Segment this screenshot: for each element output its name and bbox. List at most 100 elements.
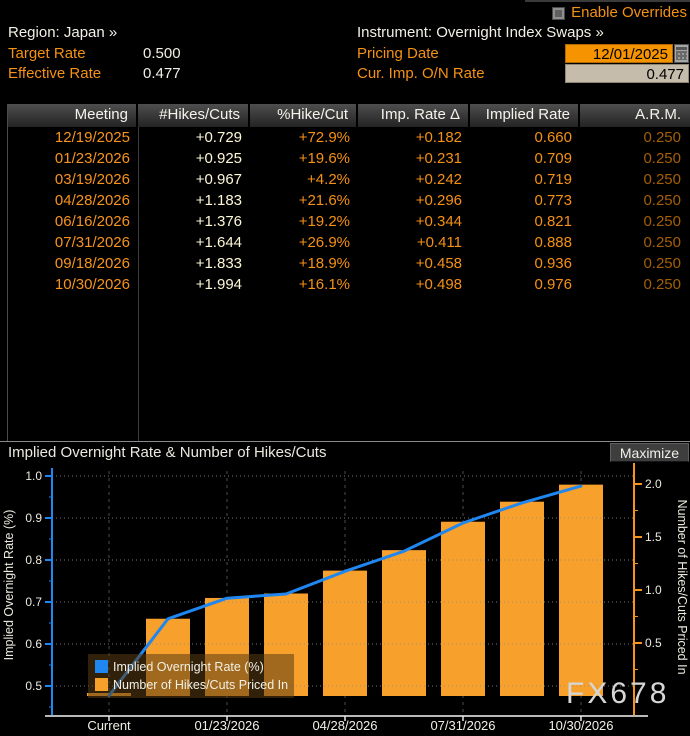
table-cell: 0.660 (534, 129, 572, 146)
table-cell: 07/31/2026 (54, 234, 130, 251)
legend-swatch-hikes (95, 678, 108, 691)
pricing-date-input[interactable]: 12/01/2025 (565, 44, 673, 63)
table-cell: 03/19/2026 (54, 171, 130, 188)
effective-rate-value: 0.477 (143, 65, 181, 82)
table-cell: +16.1% (298, 276, 350, 293)
table-cell: 0.250 (643, 150, 681, 167)
right-axis-title: Number of Hikes/Cuts Priced In (675, 499, 689, 674)
table-cell: 0.821 (534, 213, 572, 230)
table-cell: 0.250 (643, 192, 681, 209)
column-header[interactable]: A.R.M. (580, 104, 690, 127)
column-header[interactable]: Meeting (8, 104, 138, 127)
table-cell: +19.2% (298, 213, 350, 230)
x-axis-tick-label: 04/28/2026 (312, 718, 377, 733)
legend-label-implied-rate: Implied Overnight Rate (%) (113, 660, 264, 674)
column-header[interactable]: Imp. Rate Δ (358, 104, 470, 127)
column-header[interactable]: #Hikes/Cuts (138, 104, 250, 127)
instrument-value[interactable]: Overnight Index Swaps » (436, 24, 604, 41)
left-axis-tick-label: 0.7 (25, 595, 42, 609)
table-cell: +19.6% (298, 150, 350, 167)
table-cell: 06/16/2026 (54, 213, 130, 230)
table-cell: +1.644 (195, 234, 242, 251)
meetings-table: Meeting #Hikes/Cuts %Hike/Cut Imp. Rate Δ Im… (7, 104, 690, 441)
table-cell: +0.729 (195, 129, 242, 146)
table-cell: 0.250 (643, 213, 681, 230)
table-cell: 0.250 (643, 276, 681, 293)
table-cell: 0.719 (534, 171, 572, 188)
table-cell: 0.773 (534, 192, 572, 209)
effective-rate-label: Effective Rate (8, 65, 102, 82)
hikes-bar (441, 521, 485, 696)
enable-overrides-control: Enable Overrides (552, 4, 687, 22)
enable-overrides-checkbox[interactable] (552, 6, 566, 20)
table-cell: +0.231 (415, 150, 462, 167)
instrument-selector[interactable]: Instrument: Overnight Index Swaps » (357, 24, 604, 42)
region-value[interactable]: Japan » (63, 24, 118, 41)
right-axis-tick-label: 0.5 (645, 636, 662, 650)
right-axis-tick-label: 1.5 (645, 530, 662, 544)
instrument-label: Instrument: (357, 24, 433, 41)
x-axis-tick-label: Current (87, 718, 131, 733)
table-row[interactable]: 09/18/2026 +1.833 +18.9% +0.458 0.936 0.250 (8, 253, 690, 274)
x-axis-tick-label: 10/30/2026 (548, 718, 613, 733)
table-cell: +1.376 (195, 213, 242, 230)
table-cell: 12/19/2025 (54, 129, 130, 146)
table-cell: +0.458 (415, 255, 462, 272)
hikes-bar (382, 550, 426, 696)
column-separator (138, 127, 139, 441)
right-axis-tick-label: 1.0 (645, 583, 662, 597)
implied-rate-line (107, 484, 583, 698)
region-selector[interactable]: Region: Japan » (8, 24, 117, 42)
table-row[interactable]: 06/16/2026 +1.376 +19.2% +0.344 0.821 0.250 (8, 211, 690, 232)
table-cell: +0.967 (195, 171, 242, 188)
table-cell: +0.296 (415, 192, 462, 209)
chart-section: Implied Overnight Rate & Number of Hikes… (0, 441, 690, 736)
table-cell: 01/23/2026 (54, 150, 130, 167)
left-axis-tick-label: 1.0 (25, 469, 42, 483)
table-cell: +26.9% (298, 234, 350, 251)
column-header[interactable]: Implied Rate (470, 104, 580, 127)
table-cell: 10/30/2026 (54, 276, 130, 293)
table-row[interactable]: 04/28/2026 +1.183 +21.6% +0.296 0.773 0.250 (8, 190, 690, 211)
maximize-button[interactable]: Maximize (609, 443, 689, 462)
table-cell: 0.250 (643, 234, 681, 251)
region-label: Region: (8, 24, 60, 41)
legend-swatch-implied-rate (95, 660, 108, 673)
table-cell: +0.344 (415, 213, 462, 230)
table-cell: +0.242 (415, 171, 462, 188)
column-header[interactable]: %Hike/Cut (250, 104, 358, 127)
table-header-row: Meeting #Hikes/Cuts %Hike/Cut Imp. Rate Δ Im… (8, 104, 690, 127)
table-body: 12/19/2025 +0.729 +72.9% +0.182 0.660 0.250 01… (8, 127, 690, 295)
table-row[interactable]: 01/23/2026 +0.925 +19.6% +0.231 0.709 0.250 (8, 148, 690, 169)
table-row[interactable]: 10/30/2026 +1.994 +16.1% +0.498 0.976 0.250 (8, 274, 690, 295)
left-axis-title: Implied Overnight Rate (%) (2, 510, 16, 661)
table-cell: +4.2% (307, 171, 350, 188)
enable-overrides-label: Enable Overrides (571, 4, 687, 21)
x-axis-tick-label: 07/31/2026 (430, 718, 495, 733)
table-cell: 0.936 (534, 255, 572, 272)
checkbox-inner (555, 9, 563, 17)
table-cell: 0.250 (643, 129, 681, 146)
table-cell: +1.183 (195, 192, 242, 209)
table-cell: +18.9% (298, 255, 350, 272)
table-cell: +0.411 (416, 234, 462, 251)
table-row[interactable]: 07/31/2026 +1.644 +26.9% +0.411 0.888 0.250 (8, 232, 690, 253)
calendar-icon[interactable] (674, 44, 689, 63)
table-cell: 0.709 (534, 150, 572, 167)
table-row[interactable]: 12/19/2025 +0.729 +72.9% +0.182 0.660 0.250 (8, 127, 690, 148)
hikes-bar (323, 570, 367, 696)
table-cell: +1.833 (195, 255, 242, 272)
table-cell: +0.182 (415, 129, 462, 146)
table-cell: +72.9% (298, 129, 350, 146)
hikes-bar (559, 484, 603, 696)
chart-canvas: 1.0 0.9 0.8 0.7 0.6 0.5 2.0 1.5 1.0 0.5 Current 01/… (2, 463, 689, 733)
table-cell: 0.976 (534, 276, 572, 293)
table-row[interactable]: 03/19/2026 +0.967 +4.2% +0.242 0.719 0.250 (8, 169, 690, 190)
target-rate-value: 0.500 (143, 45, 181, 62)
table-cell: 0.250 (643, 171, 681, 188)
cur-imp-rate-input[interactable]: 0.477 (565, 64, 689, 83)
chart-title: Implied Overnight Rate & Number of Hikes… (8, 444, 327, 461)
left-axis-tick-label: 0.5 (25, 679, 42, 693)
chart-titlebar: Implied Overnight Rate & Number of Hikes… (0, 442, 690, 463)
table-cell: +1.994 (195, 276, 242, 293)
